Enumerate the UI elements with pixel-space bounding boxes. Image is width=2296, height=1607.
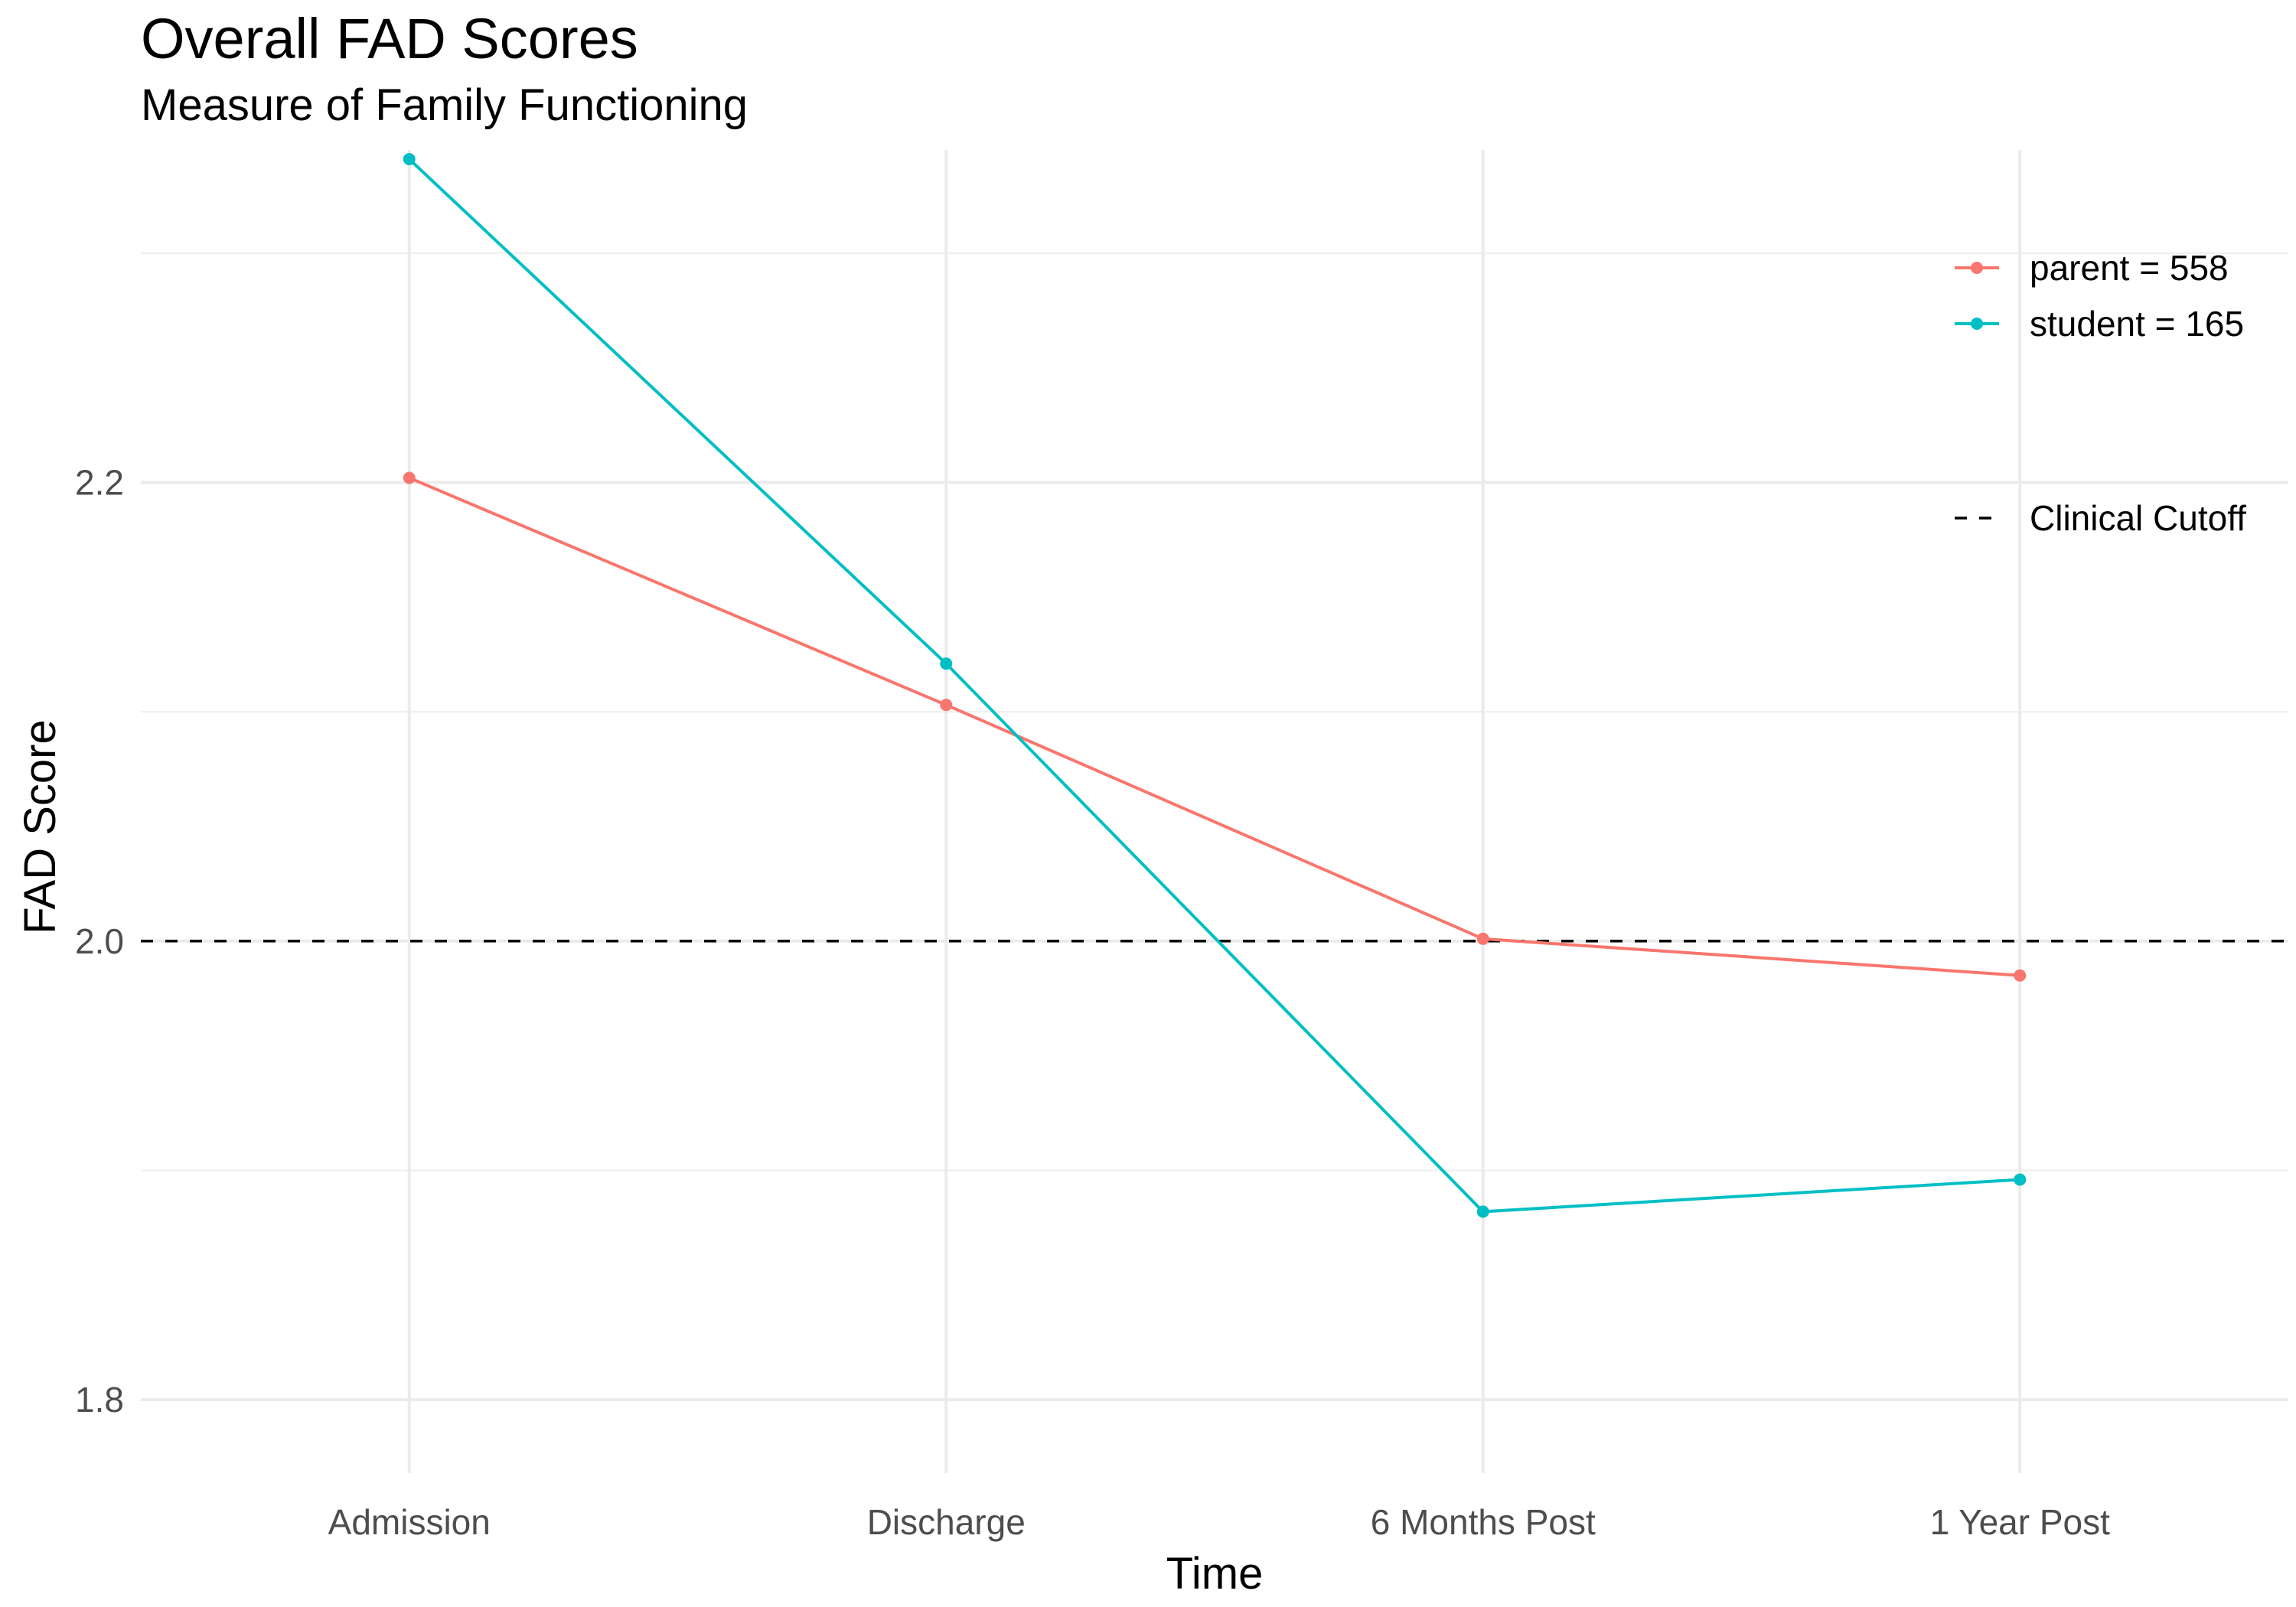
y-tick-label: 2.0 bbox=[75, 921, 124, 961]
series-line-parent bbox=[408, 476, 2020, 977]
x-tick-label: 6 Months Post bbox=[1371, 1502, 1596, 1542]
data-point-parent bbox=[2014, 969, 2027, 982]
chart-title: Overall FAD Scores bbox=[141, 7, 638, 70]
y-axis-title: FAD Score bbox=[15, 719, 65, 934]
data-point-student bbox=[403, 152, 416, 165]
series-line-student bbox=[408, 158, 2020, 1214]
data-point-student bbox=[940, 657, 953, 670]
grid-layer bbox=[141, 150, 2288, 1473]
y-tick-label: 1.8 bbox=[75, 1380, 124, 1420]
legend-label-clinical-cutoff: Clinical Cutoff bbox=[2030, 498, 2246, 538]
data-point-parent bbox=[403, 471, 416, 484]
legend-key-point-parent bbox=[1971, 262, 1983, 274]
chart-subtitle: Measure of Family Functioning bbox=[141, 80, 748, 130]
data-point-parent bbox=[1476, 932, 1489, 945]
x-tick-label: Discharge bbox=[867, 1502, 1026, 1542]
axis-layer: 1.8 2.0 2.2 Admission Discharge 6 Months Post… bbox=[15, 462, 2110, 1599]
x-tick-label: Admission bbox=[328, 1502, 491, 1542]
x-axis-title: Time bbox=[1166, 1549, 1264, 1599]
y-tick-label: 2.2 bbox=[75, 462, 124, 502]
data-point-student bbox=[2014, 1173, 2027, 1186]
x-tick-label: 1 Year Post bbox=[1930, 1502, 2111, 1542]
data-point-parent bbox=[940, 699, 953, 712]
data-point-student bbox=[1476, 1205, 1489, 1218]
legend-key-point-student bbox=[1971, 318, 1983, 330]
legend-label-parent: parent = 558 bbox=[2030, 248, 2229, 288]
legend-label-student: student = 165 bbox=[2030, 304, 2244, 344]
series-layer bbox=[403, 152, 2027, 1218]
legend: parent = 558 student = 165 Clinical Cutoff bbox=[1955, 248, 2246, 538]
